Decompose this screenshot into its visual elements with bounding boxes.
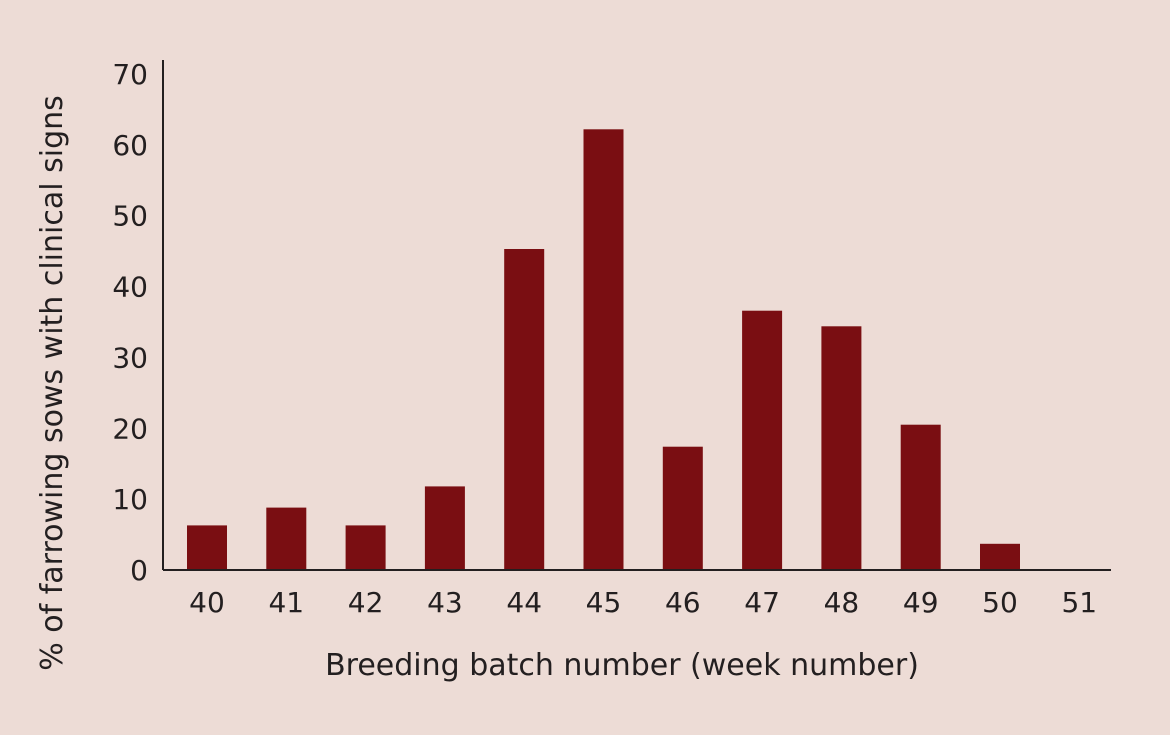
axes-group — [162, 60, 1111, 571]
y-tick-label-30: 30 — [112, 341, 148, 374]
x-tick-label-43: 43 — [427, 586, 463, 619]
bar-40 — [187, 525, 227, 570]
y-tick-label-60: 60 — [112, 129, 148, 162]
x-tick-label-51: 51 — [1061, 586, 1097, 619]
x-tick-label-46: 46 — [665, 586, 701, 619]
x-tick-label-40: 40 — [189, 586, 225, 619]
y-tick-label-70: 70 — [112, 58, 148, 91]
y-tick-label-50: 50 — [112, 200, 148, 233]
bar-43 — [424, 486, 465, 570]
bar-46 — [662, 446, 703, 570]
x-tick-label-47: 47 — [744, 586, 780, 619]
x-axis-title: Breeding batch number (week number) — [325, 648, 919, 683]
bar-48 — [821, 326, 862, 570]
x-tick-label-48: 48 — [824, 586, 860, 619]
y-axis-title: % of farrowing sows with clinical signs — [35, 95, 70, 671]
x-tick-labels: 40 41 42 43 44 45 46 47 48 49 50 51 — [189, 586, 1097, 619]
x-tick-label-45: 45 — [586, 586, 622, 619]
bar-41 — [266, 507, 307, 570]
y-tick-label-20: 20 — [112, 412, 148, 445]
bar-49 — [900, 424, 941, 570]
bar-45 — [583, 129, 624, 571]
x-tick-label-44: 44 — [506, 586, 542, 619]
bar-47 — [742, 310, 783, 570]
x-tick-label-42: 42 — [348, 586, 384, 619]
bar-42 — [345, 525, 386, 570]
x-tick-label-41: 41 — [268, 586, 304, 619]
x-tick-label-49: 49 — [903, 586, 939, 619]
y-tick-labels: 0 10 20 30 40 50 60 70 — [112, 58, 148, 587]
bar-50 — [980, 543, 1020, 570]
y-tick-label-10: 10 — [112, 483, 148, 516]
y-tick-label-0: 0 — [130, 554, 148, 587]
x-tick-label-50: 50 — [982, 586, 1018, 619]
y-tick-label-40: 40 — [112, 271, 148, 304]
bars-group — [187, 129, 1020, 571]
bar-44 — [504, 249, 545, 570]
